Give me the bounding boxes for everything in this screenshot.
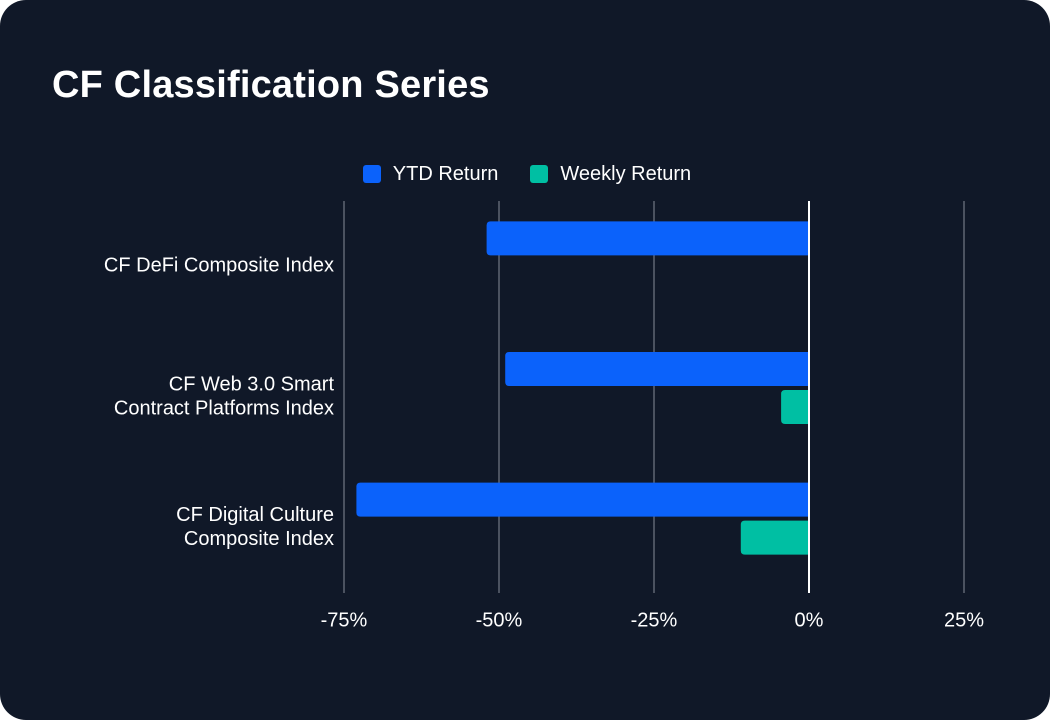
x-tick-label-2: -25% xyxy=(631,609,678,631)
category-label-1-0: CF Web 3.0 Smart xyxy=(169,373,335,395)
category-label-2-1: Composite Index xyxy=(184,528,334,550)
legend-swatch-ytd xyxy=(362,165,381,183)
chart-title: CF Classification Series xyxy=(52,64,490,106)
legend-item-ytd[interactable]: YTD Return xyxy=(362,162,499,186)
x-tick-label-3: 0% xyxy=(795,609,824,631)
legend-label-ytd: YTD Return xyxy=(392,162,499,185)
category-label-2-0: CF Digital Culture xyxy=(176,504,334,526)
x-tick-label-4: 25% xyxy=(944,609,984,631)
bar-weekly-2[interactable] xyxy=(740,520,809,555)
legend: YTD Return Weekly Return xyxy=(0,160,1050,188)
bar-ytd-1[interactable] xyxy=(505,352,809,386)
x-tick-label-1: -50% xyxy=(476,609,523,631)
bar-ytd-0[interactable] xyxy=(486,221,809,256)
x-tick-label-0: -75% xyxy=(321,609,368,631)
legend-item-weekly[interactable]: Weekly Return xyxy=(530,163,691,186)
legend-swatch-weekly xyxy=(530,165,549,183)
category-label-0-0: CF DeFi Composite Index xyxy=(104,255,334,277)
bar-weekly-1[interactable] xyxy=(781,390,809,424)
category-label-1-1: Contract Platforms Index xyxy=(114,397,334,419)
bar-ytd-2[interactable] xyxy=(356,482,809,517)
legend-label-weekly: Weekly Return xyxy=(560,162,692,185)
